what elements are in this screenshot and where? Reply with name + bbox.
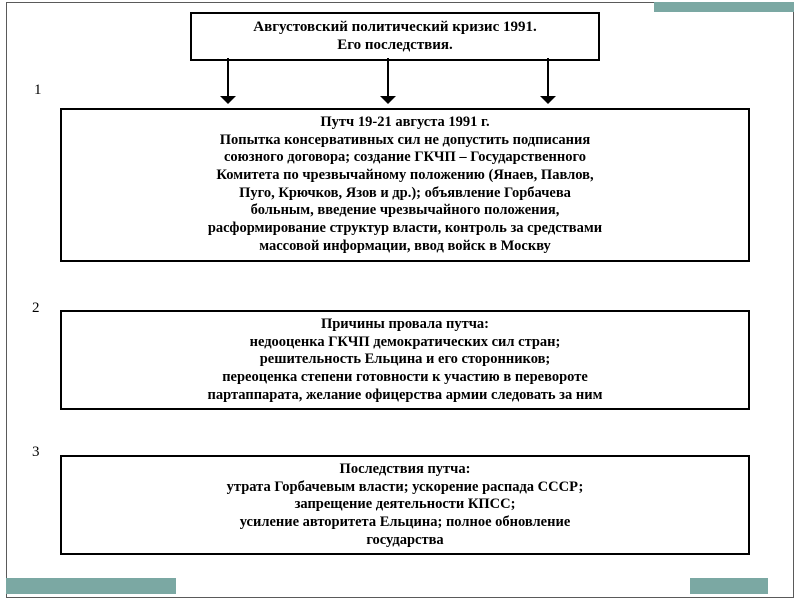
block2-line: партаппарата, желание офицерства армии с… <box>70 387 740 405</box>
block2-line: переоценка степени готовности к участию … <box>70 369 740 387</box>
block1-line: больным, введение чрезвычайного положени… <box>70 202 740 220</box>
block1-line: союзного договора; создание ГКЧП – Госуд… <box>70 149 740 167</box>
block3-line: Последствия путча: <box>70 461 740 479</box>
block-number-1: 1 <box>34 82 42 99</box>
block-number-3: 3 <box>32 444 40 461</box>
block-3-consequences: Последствия путча: утрата Горбачевым вла… <box>60 455 750 555</box>
block1-line: массовой информации, ввод войск в Москву <box>70 238 740 256</box>
block3-line: запрещение деятельности КПСС; <box>70 496 740 514</box>
block1-line: Пуго, Крючков, Язов и др.); объявление Г… <box>70 185 740 203</box>
block2-line: Причины провала путча: <box>70 316 740 334</box>
block-2-reasons: Причины провала путча: недооценка ГКЧП д… <box>60 310 750 410</box>
block1-line: Попытка консервативных сил не допустить … <box>70 132 740 150</box>
block2-line: недооценка ГКЧП демократических сил стра… <box>70 334 740 352</box>
block2-line: решительность Ельцина и его сторонников; <box>70 351 740 369</box>
block3-line: усиление авторитета Ельцина; полное обно… <box>70 514 740 532</box>
block1-line: расформирование структур власти, контрол… <box>70 220 740 238</box>
block1-line: Путч 19-21 августа 1991 г. <box>70 114 740 132</box>
block3-line: государства <box>70 532 740 550</box>
block3-line: утрата Горбачевым власти; ускорение расп… <box>70 479 740 497</box>
block-number-2: 2 <box>32 300 40 317</box>
block-1-putsch: Путч 19-21 августа 1991 г. Попытка консе… <box>60 108 750 262</box>
block1-line: Комитета по чрезвычайному положению (Яна… <box>70 167 740 185</box>
